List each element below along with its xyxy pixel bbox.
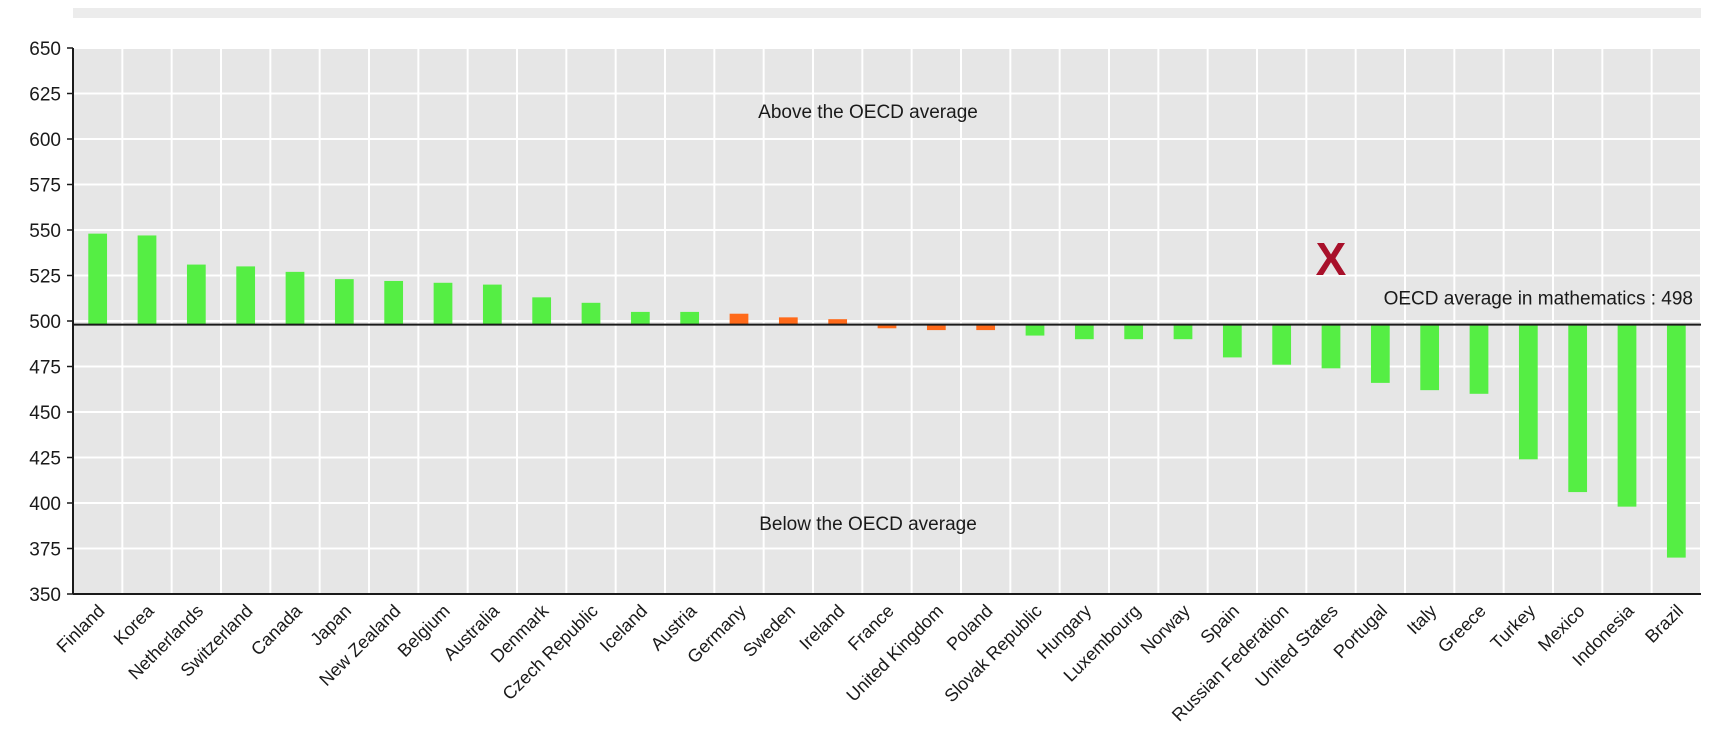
x-tick-label: Iceland: [596, 601, 651, 656]
bar: [1370, 324, 1390, 383]
y-tick-label: 650: [29, 39, 61, 60]
bar: [88, 233, 108, 325]
bar: [384, 280, 404, 325]
x-tick-label: Sweden: [739, 601, 799, 661]
bar: [1568, 324, 1588, 493]
y-tick-label: 425: [29, 449, 61, 470]
grid-lines: [72, 47, 1702, 595]
bar: [1469, 324, 1489, 394]
bar: [532, 297, 552, 325]
y-tick-label: 600: [29, 130, 61, 151]
x-tick-label: Brazil: [1641, 601, 1687, 647]
bar: [680, 311, 700, 325]
bar: [828, 319, 848, 325]
bar: [1025, 324, 1045, 336]
bar: [1272, 324, 1292, 365]
oecd-average-label: OECD average in mathematics : 498: [1384, 289, 1693, 310]
bar: [926, 324, 946, 331]
bar: [433, 282, 453, 325]
bar: [186, 264, 206, 325]
below-average-label: Below the OECD average: [759, 514, 977, 535]
y-tick-label: 400: [29, 494, 61, 515]
bar: [1518, 324, 1538, 460]
bar: [137, 235, 157, 325]
x-tick-label: Greece: [1434, 601, 1490, 657]
y-tick-label: 525: [29, 267, 61, 288]
top-band: [73, 8, 1701, 18]
x-tick-label: Portugal: [1330, 601, 1392, 663]
y-tick-labels: 350 375 400 425 450 475 500 525 550 575 600 625 650: [29, 39, 73, 606]
marker-x: X: [1316, 233, 1347, 285]
bar: [1321, 324, 1341, 369]
above-average-label: Above the OECD average: [758, 102, 978, 123]
y-tick-label: 450: [29, 403, 61, 424]
x-tick-label: Norway: [1137, 601, 1194, 658]
y-tick-label: 550: [29, 221, 61, 242]
bar: [285, 271, 305, 325]
x-tick-label: Turkey: [1487, 601, 1540, 654]
bar: [1124, 324, 1144, 340]
bar: [630, 311, 650, 325]
bar: [482, 284, 502, 325]
bar: [1666, 324, 1686, 558]
bar: [877, 324, 897, 329]
bar: [976, 324, 996, 331]
x-tick-label: Canada: [247, 600, 306, 659]
bar: [581, 302, 601, 325]
bar: [1222, 324, 1242, 358]
y-tick-label: 575: [29, 176, 61, 197]
bar: [778, 317, 798, 325]
y-tick-label: 475: [29, 358, 61, 379]
bar: [1173, 324, 1193, 340]
x-tick-label: Finland: [53, 601, 109, 657]
bar: [1617, 324, 1637, 507]
bar: [1420, 324, 1440, 391]
x-tick-label: Ireland: [795, 601, 848, 654]
y-tick-label: 350: [29, 585, 61, 606]
y-tick-label: 500: [29, 312, 61, 333]
x-tick-label: Spain: [1196, 601, 1243, 648]
x-tick-label: Italy: [1403, 601, 1440, 638]
x-tick-labels: Finland KoreaNetherlandsSwitzerlandCanada…: [53, 600, 1688, 725]
bars: [88, 233, 1686, 558]
y-tick-label: 625: [29, 85, 61, 106]
bar: [236, 266, 256, 325]
bar: [729, 313, 749, 325]
bar: [334, 279, 354, 325]
y-tick-label: 375: [29, 540, 61, 561]
bar: [1074, 324, 1094, 340]
